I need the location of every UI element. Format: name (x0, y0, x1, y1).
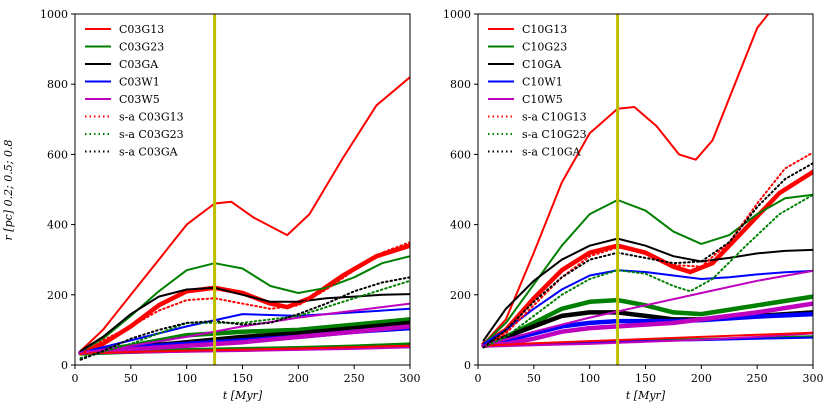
legend-label: C10G13 (522, 23, 567, 36)
x-tick-label: 300 (400, 372, 421, 385)
plot-area (78, 14, 410, 365)
y-tick-label: 600 (47, 148, 68, 161)
y-tick-label: 1000 (443, 8, 471, 21)
legend-label: s-a C10G13 (522, 111, 587, 124)
x-tick-label: 200 (691, 372, 712, 385)
legend-label: s-a C10GA (522, 146, 582, 159)
x-axis-label: t [Myr] (223, 389, 263, 402)
series-line (482, 14, 770, 345)
y-tick-label: 200 (47, 289, 68, 302)
y-tick-label: 800 (47, 78, 68, 91)
series-line (482, 269, 813, 347)
series-line (79, 241, 410, 356)
series-line (79, 302, 410, 354)
plot-area (481, 14, 813, 365)
x-tick-label: 0 (72, 372, 79, 385)
legend-label: C10GA (522, 58, 562, 71)
legend-label: C03W5 (119, 93, 160, 106)
legend-label: C03W1 (119, 76, 160, 89)
extra-series-line (79, 344, 410, 355)
x-tick-label: 250 (747, 372, 768, 385)
x-tick-label: 250 (344, 372, 365, 385)
x-tick-label: 50 (527, 372, 541, 385)
series-line (79, 279, 410, 359)
legend-label: C03G13 (119, 23, 164, 36)
series-line (482, 193, 813, 345)
y-axis-label: r [pc] 0.2; 0.5; 0.8 (2, 140, 15, 241)
y-tick-label: 400 (450, 219, 471, 232)
legend-label: C03GA (119, 58, 159, 71)
extra-series-line (482, 332, 813, 348)
series-line (482, 269, 813, 345)
legend-label: s-a C03G13 (119, 111, 184, 124)
extra-series-line (482, 331, 813, 347)
y-tick-label: 600 (450, 148, 471, 161)
series-line (79, 76, 410, 352)
extra-series-line (78, 324, 410, 355)
series-line (482, 237, 813, 342)
x-tick-label: 150 (635, 372, 656, 385)
x-tick-label: 200 (288, 372, 309, 385)
x-tick-label: 100 (176, 372, 197, 385)
y-tick-label: 0 (464, 359, 471, 372)
legend-label: C10W1 (522, 76, 563, 89)
legend-label: s-a C03G23 (119, 128, 184, 141)
legend-label: s-a C03GA (119, 146, 179, 159)
legend-label: C03G23 (119, 41, 164, 54)
series-line (79, 307, 410, 354)
x-axis-label: t [Myr] (626, 389, 666, 402)
series-line (482, 193, 813, 349)
series-line (79, 286, 410, 352)
y-tick-label: 0 (61, 359, 68, 372)
legend-label: s-a C10G23 (522, 128, 587, 141)
y-tick-label: 800 (450, 78, 471, 91)
x-tick-label: 300 (803, 372, 824, 385)
y-tick-label: 200 (450, 289, 471, 302)
series-line (79, 255, 410, 352)
x-tick-label: 50 (124, 372, 138, 385)
series-line (482, 162, 813, 349)
series-line (79, 276, 410, 361)
left-panel: 0 50 100 150 200 250 300 0 200 400 600 800 1000 t [My… (40, 8, 421, 402)
series-line (482, 151, 813, 349)
legend-label: C10G23 (522, 41, 567, 54)
y-tick-label: 1000 (40, 8, 68, 21)
legend-label: C10W5 (522, 93, 563, 106)
x-tick-label: 100 (579, 372, 600, 385)
right-panel: 0 50 100 150 200 250 300 0 200 400 600 800 1000 t [My… (443, 8, 824, 402)
x-tick-label: 0 (475, 372, 482, 385)
x-tick-label: 150 (232, 372, 253, 385)
y-tick-label: 400 (47, 219, 68, 232)
